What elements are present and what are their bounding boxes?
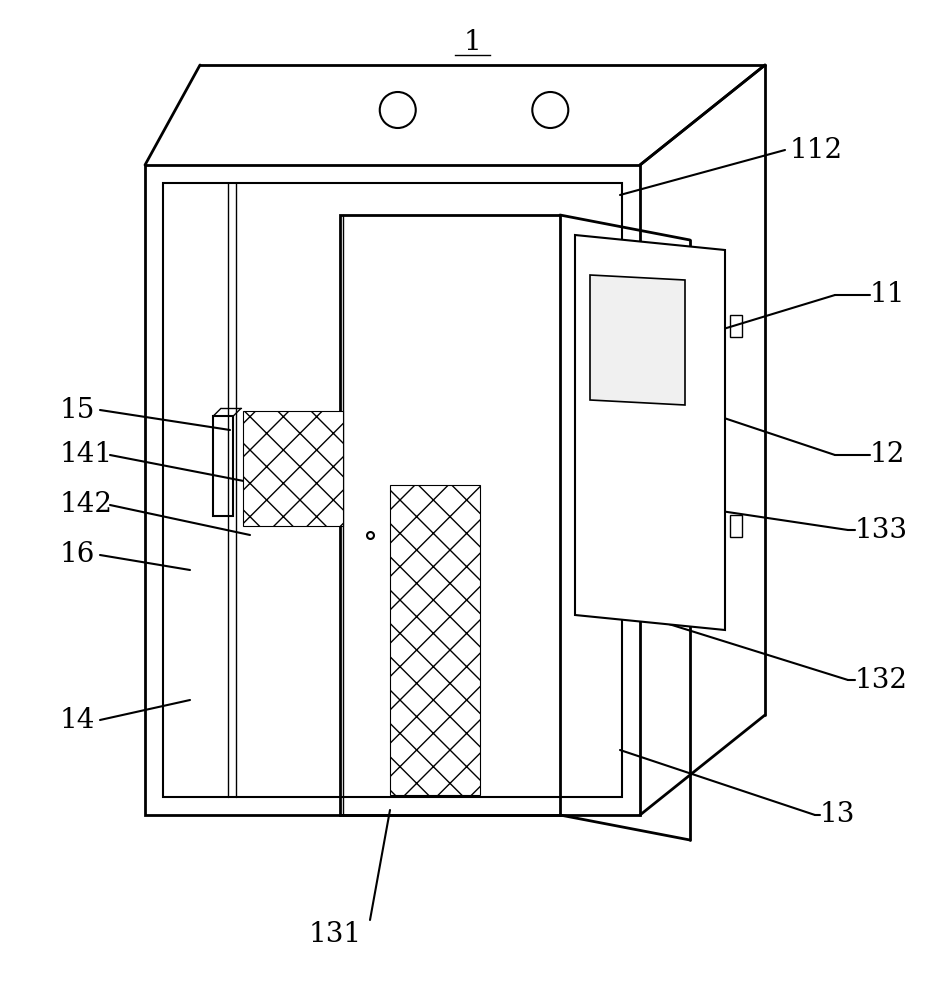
Text: 131: 131 bbox=[308, 921, 362, 948]
Bar bbox=[212, 416, 233, 516]
Polygon shape bbox=[589, 275, 684, 405]
Text: 133: 133 bbox=[854, 516, 907, 544]
Bar bbox=[162, 183, 621, 797]
Text: 16: 16 bbox=[59, 542, 95, 568]
Text: 12: 12 bbox=[869, 442, 904, 468]
Text: 11: 11 bbox=[869, 282, 904, 308]
Text: 112: 112 bbox=[789, 137, 842, 164]
Bar bbox=[243, 411, 343, 526]
Polygon shape bbox=[574, 235, 724, 630]
Text: 15: 15 bbox=[59, 396, 95, 424]
Text: 132: 132 bbox=[854, 666, 907, 694]
Bar bbox=[144, 165, 639, 815]
Bar bbox=[340, 215, 560, 815]
Bar bbox=[729, 515, 741, 537]
Text: 1: 1 bbox=[463, 29, 480, 56]
Bar bbox=[390, 485, 480, 795]
Bar bbox=[729, 315, 741, 337]
Text: 13: 13 bbox=[819, 801, 854, 828]
Text: 141: 141 bbox=[59, 442, 113, 468]
Text: 14: 14 bbox=[59, 706, 95, 733]
Text: 142: 142 bbox=[59, 491, 113, 518]
